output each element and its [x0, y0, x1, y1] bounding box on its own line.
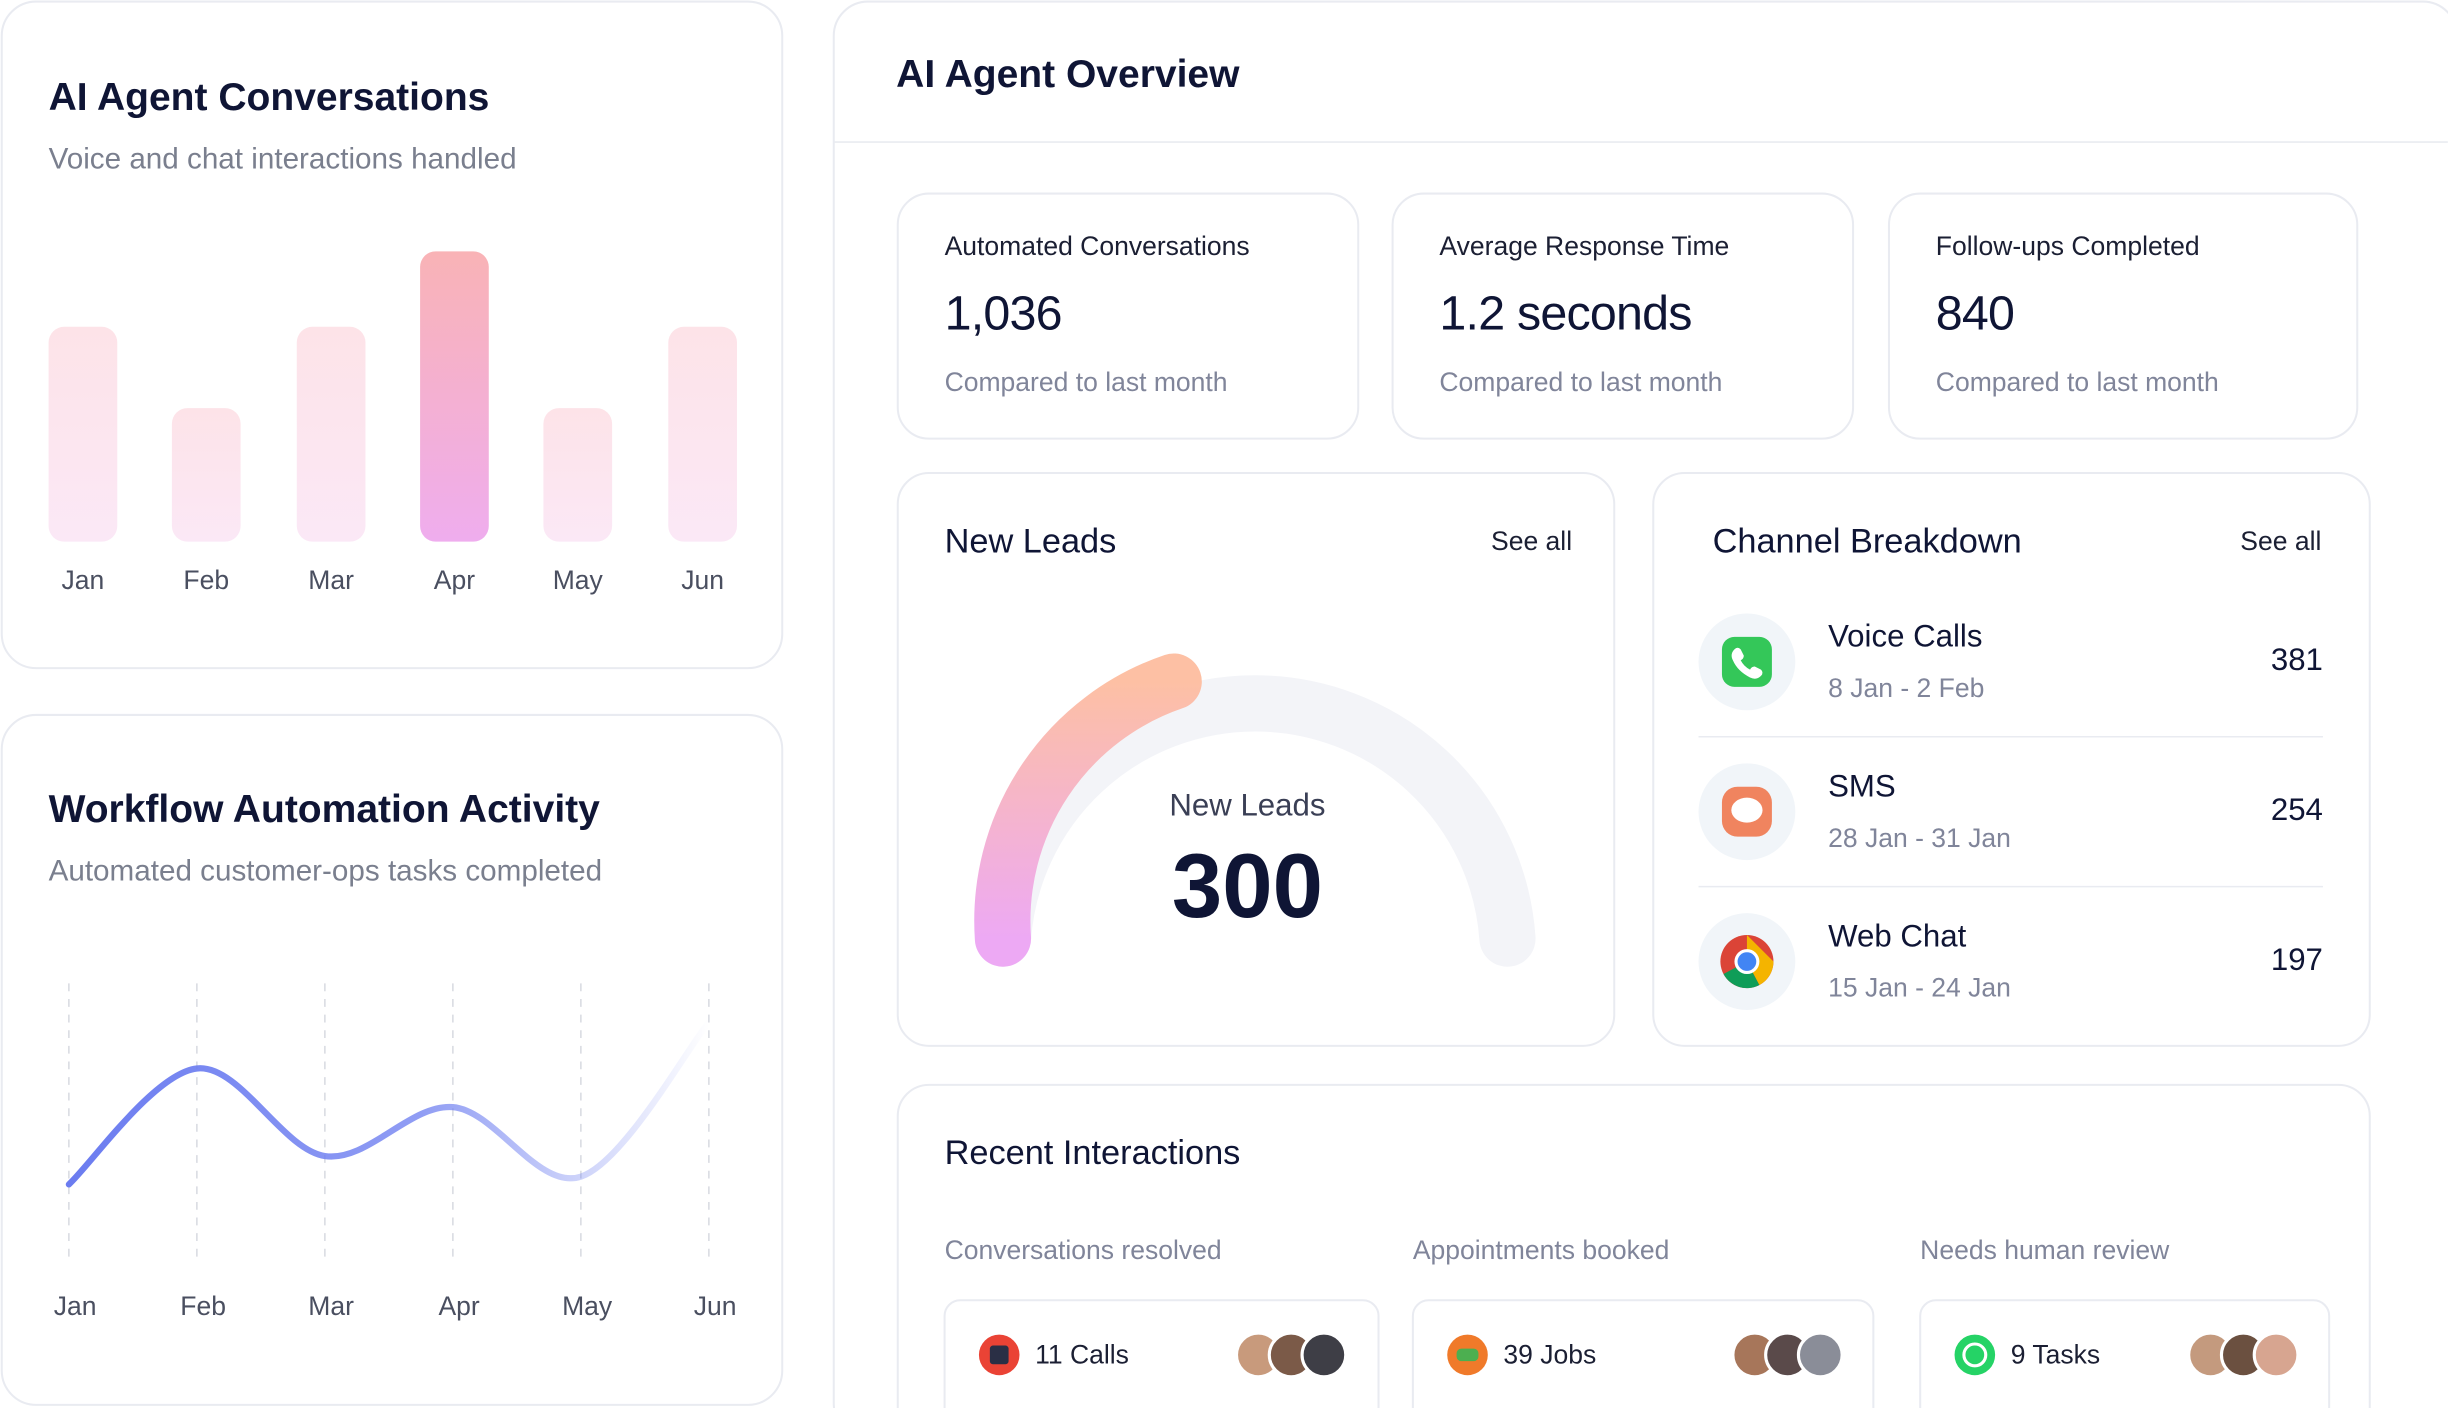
x-tick-label: May [562, 1291, 613, 1321]
channel-dates: 8 Jan - 2 Feb [1828, 673, 1984, 703]
bar [48, 326, 118, 542]
see-all-link[interactable]: See all [2240, 526, 2321, 556]
card-title: Channel Breakdown [1713, 522, 2022, 560]
x-tick-label: Apr [438, 1291, 479, 1321]
stat-card [1887, 192, 2359, 440]
stat-card [896, 192, 1360, 440]
channel-dates: 28 Jan - 31 Jan [1828, 823, 2011, 853]
tasks-glyph [1962, 1342, 1988, 1368]
x-tick-label: Jan [54, 1291, 97, 1321]
gauge-value: 300 [1172, 836, 1323, 937]
bar [420, 251, 489, 542]
avatar [1300, 1331, 1348, 1379]
card-subtitle: Automated customer-ops tasks completed [49, 854, 603, 887]
channel-name: Web Chat [1828, 918, 1967, 953]
card-title: Recent Interactions [945, 1134, 1241, 1172]
bar [171, 408, 241, 542]
x-tick-label: Feb [183, 565, 229, 595]
x-tick-label: Jun [694, 1291, 737, 1321]
avatar [2252, 1331, 2300, 1379]
chrome-part [1737, 952, 1757, 971]
see-all-link[interactable]: See all [1491, 526, 1572, 556]
item-count: 11 Calls [1035, 1340, 1129, 1370]
x-tick-label: Feb [180, 1291, 226, 1321]
x-tick-label: Jun [681, 565, 724, 595]
channel-value: 197 [2271, 942, 2323, 977]
item-box [943, 1299, 1380, 1408]
avatar [1796, 1331, 1844, 1379]
panel-title: AI Agent Overview [896, 53, 1240, 96]
channel-name: SMS [1828, 769, 1896, 804]
column-label: Conversations resolved [945, 1235, 1222, 1265]
phone-icon [1721, 636, 1772, 687]
stat-value: 1,036 [945, 287, 1062, 341]
channel-value: 254 [2271, 792, 2323, 827]
item-count: 9 Tasks [2011, 1340, 2100, 1370]
x-tick-label: Jan [62, 565, 105, 595]
gauge-label: New Leads [1169, 787, 1325, 822]
x-tick-label: May [553, 565, 604, 595]
stat-value: 1.2 seconds [1439, 287, 1691, 341]
channel-value: 381 [2271, 642, 2323, 677]
card-title: Workflow Automation Activity [49, 788, 601, 831]
sms-glyph [1731, 797, 1763, 823]
calls-glyph [989, 1345, 1009, 1365]
column-label: Appointments booked [1413, 1235, 1670, 1265]
item-count: 39 Jobs [1503, 1340, 1596, 1370]
card-subtitle: Voice and chat interactions handled [49, 143, 517, 176]
item-box [1919, 1299, 2331, 1408]
stat-label: Follow-ups Completed [1936, 231, 2200, 261]
jobs-glyph [1456, 1348, 1479, 1362]
avatars [1234, 1331, 2300, 1379]
phone-glyph [1731, 647, 1763, 679]
card [896, 471, 1616, 1047]
stat-label: Average Response Time [1439, 231, 1729, 261]
item-box [1411, 1299, 1875, 1408]
x-tick-label: Mar [308, 565, 354, 595]
x-tick-label: Mar [308, 1291, 354, 1321]
bar [296, 326, 366, 542]
line [65, 1019, 713, 1188]
card [0, 713, 784, 1406]
channel-dates: 15 Jan - 24 Jan [1828, 973, 2011, 1003]
stat-card [1391, 192, 1855, 440]
stat-note: Compared to last month [1439, 367, 1722, 397]
x-tick-label: Apr [434, 565, 475, 595]
card [1652, 471, 2371, 1047]
bar [543, 408, 613, 542]
card-title: New Leads [945, 522, 1117, 560]
stat-note: Compared to last month [1936, 367, 2219, 397]
tasks-icon [1954, 1334, 1996, 1376]
chrome-part [1746, 935, 1774, 985]
stat-value: 840 [1936, 287, 2014, 341]
channel-name: Voice Calls [1828, 619, 1982, 654]
column-label: Needs human review [1920, 1235, 2170, 1265]
gauge-fill [974, 653, 1202, 967]
bar [668, 326, 737, 542]
stat-note: Compared to last month [945, 367, 1228, 397]
card-title: AI Agent Conversations [49, 76, 490, 119]
stat-label: Automated Conversations [945, 231, 1250, 261]
